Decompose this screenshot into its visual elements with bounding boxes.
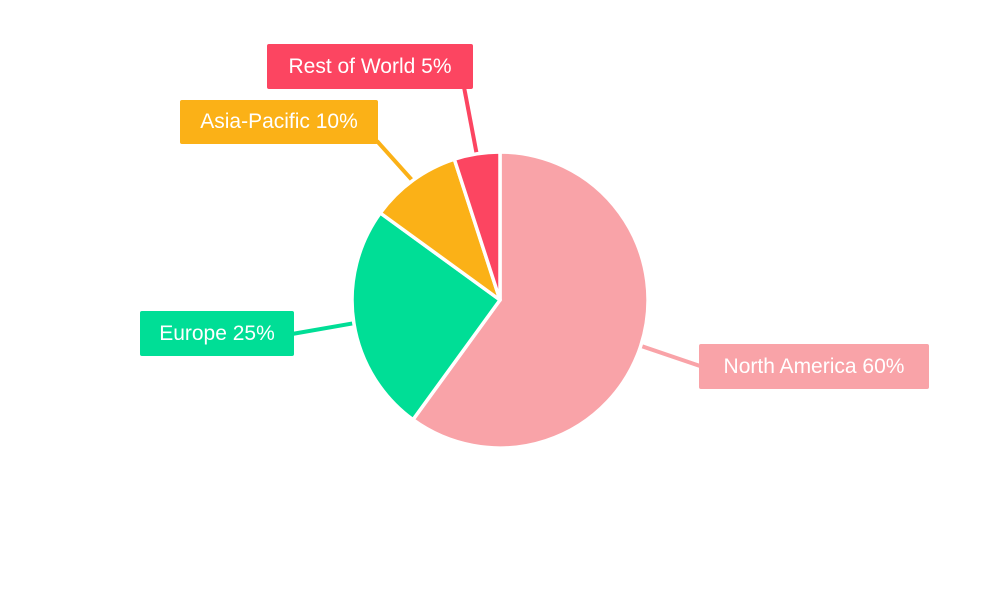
pie-slice-north-america[interactable]: [411, 150, 650, 450]
slice-label-asia-pacific: Asia-Pacific 10%: [180, 100, 378, 144]
label-connector-lines: [291, 86, 704, 369]
pie-slice-rest-of-world[interactable]: [452, 150, 502, 302]
pie-slice-asia-pacific[interactable]: [378, 157, 502, 302]
pie-slices: [350, 150, 650, 450]
label-connector-europe: [291, 320, 361, 336]
label-connector-north-america: [634, 342, 704, 369]
slice-label-north-america: North America 60%: [699, 344, 929, 389]
slice-label-rest-of-world: Rest of World 5%: [267, 44, 473, 89]
pie-slice-europe[interactable]: [350, 211, 502, 422]
label-connector-asia-pacific: [375, 139, 418, 187]
slice-label-europe: Europe 25%: [140, 311, 294, 356]
label-connector-rest-of-world: [462, 86, 480, 161]
